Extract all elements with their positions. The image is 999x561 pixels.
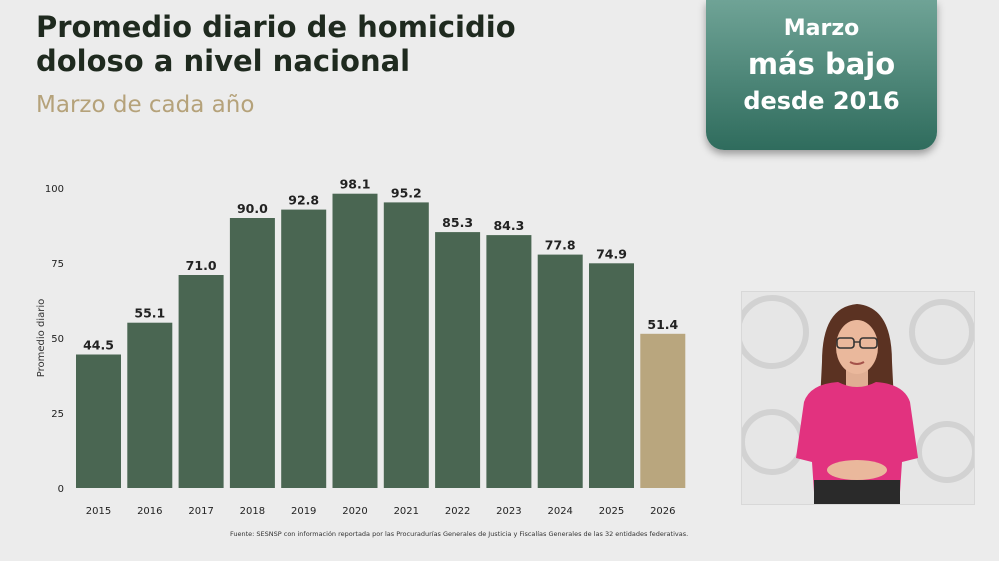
interpreter-illustration bbox=[742, 292, 974, 504]
highlight-badge: Marzo más bajo desde 2016 bbox=[706, 0, 937, 150]
bar-2024 bbox=[537, 254, 583, 488]
chart-title: Promedio diario de homicidio doloso a ni… bbox=[36, 10, 516, 78]
bar-2025 bbox=[589, 263, 634, 488]
bar-2019 bbox=[281, 209, 327, 488]
x-tick-label-2017: 2017 bbox=[188, 506, 213, 517]
data-label-2023: 84.3 bbox=[493, 218, 524, 233]
data-label-2020: 98.1 bbox=[340, 177, 371, 192]
x-tick-label-2019: 2019 bbox=[291, 506, 316, 517]
bar-2023 bbox=[486, 235, 532, 488]
data-label-2022: 85.3 bbox=[442, 215, 473, 230]
y-tick-label: 50 bbox=[51, 334, 64, 345]
bar-2021 bbox=[383, 202, 429, 488]
x-tick-label-2024: 2024 bbox=[547, 506, 572, 517]
x-tick-label-2023: 2023 bbox=[496, 506, 521, 517]
badge-line-3: desde 2016 bbox=[743, 87, 900, 115]
chart-subtitle: Marzo de cada año bbox=[36, 92, 255, 118]
data-label-2017: 71.0 bbox=[186, 258, 217, 273]
x-tick-label-2015: 2015 bbox=[86, 506, 111, 517]
y-axis-label: Promedio diario bbox=[36, 299, 47, 377]
data-label-2019: 92.8 bbox=[288, 193, 319, 208]
x-tick-label-2025: 2025 bbox=[599, 506, 624, 517]
data-label-2026: 51.4 bbox=[647, 317, 678, 332]
y-tick-label: 100 bbox=[45, 184, 64, 195]
x-tick-label-2016: 2016 bbox=[137, 506, 162, 517]
y-tick-label: 25 bbox=[51, 409, 64, 420]
source-note: Fuente: SESNSP con información reportada… bbox=[230, 530, 689, 538]
data-label-2025: 74.9 bbox=[596, 246, 627, 261]
data-label-2018: 90.0 bbox=[237, 201, 268, 216]
data-label-2021: 95.2 bbox=[391, 185, 422, 200]
y-tick-label: 75 bbox=[51, 259, 64, 270]
x-tick-label-2018: 2018 bbox=[240, 506, 265, 517]
y-tick-label: 0 bbox=[58, 484, 64, 495]
bar-2020 bbox=[332, 193, 378, 488]
interpreter-video bbox=[741, 291, 975, 505]
x-tick-label-2026: 2026 bbox=[650, 506, 675, 517]
bar-2026 bbox=[640, 333, 686, 488]
badge-line-2: más bajo bbox=[747, 47, 896, 81]
bar-2015 bbox=[76, 354, 121, 488]
data-label-2015: 44.5 bbox=[83, 338, 114, 353]
badge-line-1: Marzo bbox=[783, 16, 860, 41]
bar-2017 bbox=[178, 275, 224, 488]
data-label-2024: 77.8 bbox=[545, 238, 576, 253]
x-tick-label-2020: 2020 bbox=[342, 506, 367, 517]
data-label-2016: 55.1 bbox=[134, 306, 165, 321]
x-tick-label-2022: 2022 bbox=[445, 506, 470, 517]
bar-2016 bbox=[127, 322, 173, 488]
bar-2022 bbox=[435, 232, 481, 488]
bar-2018 bbox=[229, 218, 275, 488]
bar-chart: 0 25 50 75 100 Promedio diario 44.5 2015 55.1 201… bbox=[36, 177, 686, 517]
x-tick-label-2021: 2021 bbox=[394, 506, 419, 517]
